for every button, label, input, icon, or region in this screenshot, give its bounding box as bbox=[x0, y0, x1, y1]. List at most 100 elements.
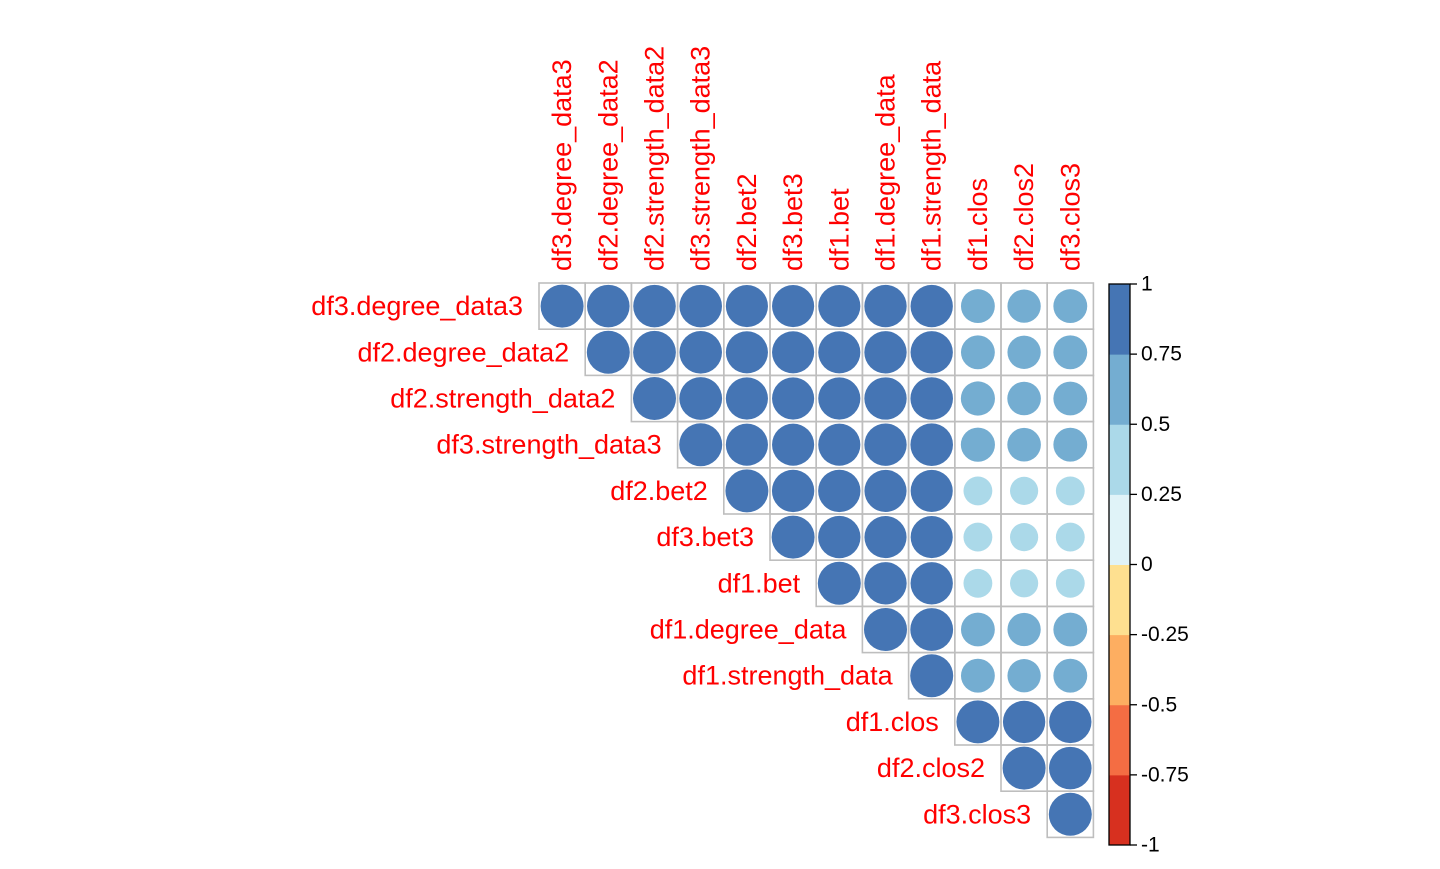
correlation-circle-df1-strength-data-x-df2-clos2 bbox=[1007, 659, 1041, 693]
matrix-cells bbox=[538, 282, 1095, 839]
correlation-circle-df3-bet3-x-df1-clos bbox=[963, 522, 993, 552]
correlation-circle-df2-degree-data2-x-df1-bet bbox=[818, 331, 861, 374]
row-label-df1-clos: df1.clos bbox=[846, 707, 939, 737]
correlation-circle-df2-degree-data2-x-df1-degree-data bbox=[864, 331, 907, 374]
correlation-circle-df2-bet2-x-df1-strength-data bbox=[910, 469, 953, 512]
correlation-circle-df2-strength-data2-x-df1-bet bbox=[818, 377, 861, 420]
column-label-df2-clos2: df2.clos2 bbox=[1009, 163, 1039, 271]
correlation-circle-df3-strength-data3-x-df1-clos bbox=[960, 427, 995, 462]
correlation-circle-df2-degree-data2-x-df2-degree-data2 bbox=[586, 330, 630, 374]
correlation-circle-df1-strength-data-x-df1-clos bbox=[960, 658, 995, 693]
correlation-circle-df1-degree-data-x-df2-clos2 bbox=[1007, 612, 1041, 647]
correlation-circle-df2-strength-data2-x-df2-bet2 bbox=[725, 377, 768, 420]
legend-tick-label-4: 0 bbox=[1141, 553, 1153, 576]
correlation-circle-df2-bet2-x-df2-clos2 bbox=[1010, 476, 1039, 505]
correlation-circle-df1-bet-x-df1-degree-data bbox=[864, 562, 907, 605]
correlation-circle-df2-bet2-x-df3-clos3 bbox=[1055, 476, 1085, 506]
correlation-circle-df2-degree-data2-x-df3-clos3 bbox=[1053, 335, 1088, 370]
correlation-circle-df1-clos-x-df2-clos2 bbox=[1002, 700, 1046, 744]
legend-tick-label-0: 1 bbox=[1141, 273, 1153, 296]
legend-tick-label-2: 0.5 bbox=[1141, 413, 1170, 436]
legend-swatch-7 bbox=[1109, 284, 1130, 355]
legend-swatch-4 bbox=[1109, 494, 1130, 565]
column-label-df2-strength-data2: df2.strength_data2 bbox=[640, 46, 670, 271]
correlation-circle-df3-clos3-x-df3-clos3 bbox=[1048, 792, 1092, 836]
row-label-df1-degree-data: df1.degree_data bbox=[650, 615, 848, 645]
color-legend: 1 0.75 0.5 0.25 0 -0.25 -0.5 -0.75 -1 bbox=[1108, 273, 1189, 857]
correlation-circle-df3-strength-data3-x-df3-strength-data3 bbox=[679, 423, 723, 467]
correlation-circle-df2-degree-data2-x-df1-strength-data bbox=[910, 331, 953, 374]
legend-swatch-0 bbox=[1109, 774, 1130, 846]
correlation-circle-df3-bet3-x-df1-degree-data bbox=[864, 516, 907, 559]
correlation-circle-df2-bet2-x-df1-degree-data bbox=[864, 469, 907, 512]
column-label-df1-degree-data: df1.degree_data bbox=[871, 73, 901, 271]
legend-tick-label-8: -1 bbox=[1141, 834, 1160, 857]
column-label-df3-strength-data3: df3.strength_data3 bbox=[686, 46, 716, 271]
legend-swatch-5 bbox=[1109, 424, 1130, 495]
correlation-circle-df3-bet3-x-df1-strength-data bbox=[910, 516, 953, 559]
row-label-df2-strength-data2: df2.strength_data2 bbox=[390, 384, 615, 414]
row-label-df2-bet2: df2.bet2 bbox=[610, 476, 708, 506]
correlation-circle-df3-bet3-x-df1-bet bbox=[818, 515, 861, 559]
correlation-circle-df1-degree-data-x-df1-strength-data bbox=[910, 608, 954, 651]
correlation-circle-df2-degree-data2-x-df2-bet2 bbox=[725, 331, 768, 374]
correlation-circle-df2-degree-data2-x-df3-strength-data3 bbox=[679, 331, 722, 374]
correlation-circle-df2-strength-data2-x-df2-clos2 bbox=[1007, 381, 1041, 416]
legend-tick-label-1: 0.75 bbox=[1141, 343, 1182, 366]
correlation-circle-df3-strength-data3-x-df1-bet bbox=[818, 423, 861, 466]
column-label-df1-clos: df1.clos bbox=[963, 178, 993, 271]
legend-tick-label-5: -0.25 bbox=[1141, 623, 1189, 646]
correlation-circle-df3-degree-data3-x-df2-degree-data2 bbox=[587, 284, 630, 328]
correlation-circle-df2-bet2-x-df1-bet bbox=[818, 469, 861, 513]
row-label-df2-degree-data2: df2.degree_data2 bbox=[357, 337, 569, 367]
correlation-circle-df1-bet-x-df1-bet bbox=[817, 561, 861, 605]
correlation-circle-df1-strength-data-x-df1-strength-data bbox=[910, 654, 954, 698]
legend-tick-label-7: -0.75 bbox=[1141, 763, 1189, 786]
row-label-df3-bet3: df3.bet3 bbox=[656, 522, 754, 552]
correlation-circle-df2-bet2-x-df1-clos bbox=[963, 476, 993, 506]
legend-tick-label-3: 0.25 bbox=[1141, 483, 1182, 506]
correlation-circle-df1-degree-data-x-df1-degree-data bbox=[864, 608, 907, 651]
correlation-circle-df2-strength-data2-x-df1-degree-data bbox=[864, 377, 907, 420]
column-label-df2-degree-data2: df2.degree_data2 bbox=[593, 59, 623, 271]
correlation-circle-df3-strength-data3-x-df1-strength-data bbox=[910, 423, 953, 466]
legend-tick-label-6: -0.5 bbox=[1141, 693, 1177, 716]
correlation-circle-df3-degree-data3-x-df3-bet3 bbox=[772, 285, 815, 328]
correlation-circle-df1-strength-data-x-df3-clos3 bbox=[1053, 658, 1088, 693]
column-label-df2-bet2: df2.bet2 bbox=[732, 173, 762, 271]
column-label-df3-clos3: df3.clos3 bbox=[1055, 163, 1085, 271]
column-label-df3-bet3: df3.bet3 bbox=[778, 173, 808, 271]
correlation-circle-df3-degree-data3-x-df3-clos3 bbox=[1053, 289, 1088, 324]
correlation-circle-df3-strength-data3-x-df3-clos3 bbox=[1053, 427, 1088, 462]
correlation-circle-df1-bet-x-df3-clos3 bbox=[1055, 568, 1085, 598]
correlation-circle-df1-bet-x-df1-clos bbox=[963, 568, 993, 598]
row-label-df1-strength-data: df1.strength_data bbox=[682, 661, 893, 691]
correlation-circle-df3-degree-data3-x-df3-degree-data3 bbox=[540, 284, 584, 328]
row-label-df2-clos2: df2.clos2 bbox=[877, 753, 985, 783]
correlation-circle-df3-degree-data3-x-df1-strength-data bbox=[910, 284, 953, 328]
correlation-circle-df2-strength-data2-x-df2-strength-data2 bbox=[633, 377, 676, 420]
column-label-df1-strength-data: df1.strength_data bbox=[917, 60, 947, 271]
correlation-circle-df1-degree-data-x-df1-clos bbox=[960, 612, 995, 647]
correlation-circle-df2-strength-data2-x-df3-strength-data3 bbox=[679, 377, 723, 420]
correlation-circle-df3-strength-data3-x-df3-bet3 bbox=[772, 423, 815, 466]
correlation-circle-df3-degree-data3-x-df1-clos bbox=[960, 289, 995, 324]
correlation-circle-df2-clos2-x-df2-clos2 bbox=[1002, 746, 1046, 790]
correlation-circle-df1-bet-x-df2-clos2 bbox=[1010, 569, 1039, 598]
correlation-circle-df3-degree-data3-x-df2-clos2 bbox=[1007, 289, 1041, 323]
row-label-df1-bet: df1.bet bbox=[718, 568, 801, 598]
row-label-df3-strength-data3: df3.strength_data3 bbox=[436, 430, 661, 460]
legend-swatch-1 bbox=[1109, 704, 1130, 776]
correlation-circle-df2-clos2-x-df3-clos3 bbox=[1049, 746, 1092, 790]
correlation-circle-df2-strength-data2-x-df1-clos bbox=[960, 381, 995, 416]
correlation-circle-df1-clos-x-df1-clos bbox=[956, 700, 1000, 744]
correlation-circle-df2-strength-data2-x-df1-strength-data bbox=[910, 377, 953, 420]
correlation-circle-df3-strength-data3-x-df1-degree-data bbox=[864, 423, 907, 466]
correlation-circle-df3-degree-data3-x-df1-degree-data bbox=[864, 284, 907, 328]
correlation-circle-df2-degree-data2-x-df1-clos bbox=[960, 335, 995, 370]
correlation-circle-df3-degree-data3-x-df3-strength-data3 bbox=[679, 284, 722, 328]
row-labels: df3.degree_data3 df2.degree_data2 df2.stre… bbox=[311, 291, 1031, 829]
correlation-circle-df2-degree-data2-x-df2-clos2 bbox=[1007, 335, 1041, 369]
